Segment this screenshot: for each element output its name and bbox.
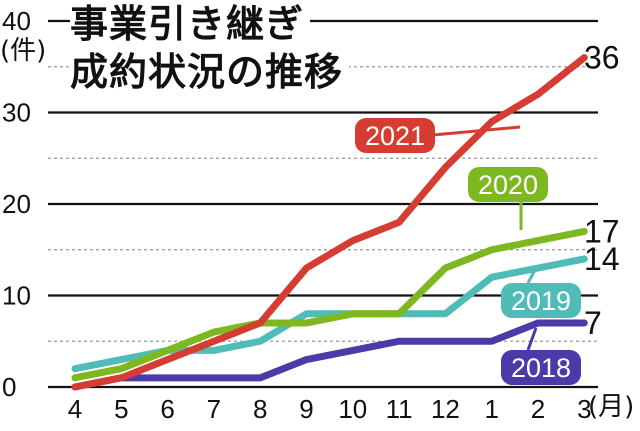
x-tick-label: 4 [68, 394, 82, 424]
y-tick-label: 10 [2, 281, 31, 311]
legend-badge-2019 [501, 283, 581, 318]
legend-connector-2019 [526, 267, 538, 284]
series-line-2020 [71, 227, 588, 382]
x-tick-label: 11 [386, 394, 413, 424]
legend-badge-2021 [355, 118, 435, 153]
chart-title-line-1: 事業引き継ぎ [70, 2, 311, 46]
legend-label-2019: 2019 [511, 286, 571, 316]
x-tick-label: 9 [299, 394, 313, 424]
legend-badge-2018 [501, 350, 581, 385]
y-axis-unit: (件) [0, 36, 47, 66]
legend-badge-2020 [468, 167, 548, 202]
x-tick-label: 10 [338, 394, 367, 424]
x-tick-label: 2 [531, 394, 545, 424]
x-axis-unit: (月) [588, 392, 635, 422]
y-tick-label: 20 [2, 189, 31, 219]
x-tick-label: 8 [253, 394, 267, 424]
y-tick-label: 30 [2, 98, 31, 128]
legend-label-2020: 2020 [478, 170, 538, 200]
x-tick-label: 5 [114, 394, 128, 424]
chart-title-line-2: 成約状況の推移 [70, 50, 350, 94]
end-label-2021: 36 [584, 40, 620, 76]
legend-connector-2021 [432, 125, 521, 137]
x-tick-label: 7 [207, 394, 221, 424]
series-line-2018 [71, 319, 588, 391]
x-tick-label: 12 [431, 394, 460, 424]
end-label-2019: 14 [584, 241, 620, 277]
x-tick-label: 3 [577, 394, 591, 424]
end-label-2020: 17 [584, 213, 620, 249]
series-line-2021 [71, 54, 588, 391]
y-tick-label: 0 [2, 372, 16, 402]
end-label-2018: 7 [584, 305, 602, 341]
legend-label-2018: 2018 [511, 353, 571, 383]
x-tick-label: 6 [160, 394, 174, 424]
y-tick-label: 40 [2, 6, 31, 36]
legend-label-2021: 2021 [365, 121, 425, 151]
legend-connector-2018 [526, 327, 538, 351]
x-tick-label: 1 [484, 394, 498, 424]
